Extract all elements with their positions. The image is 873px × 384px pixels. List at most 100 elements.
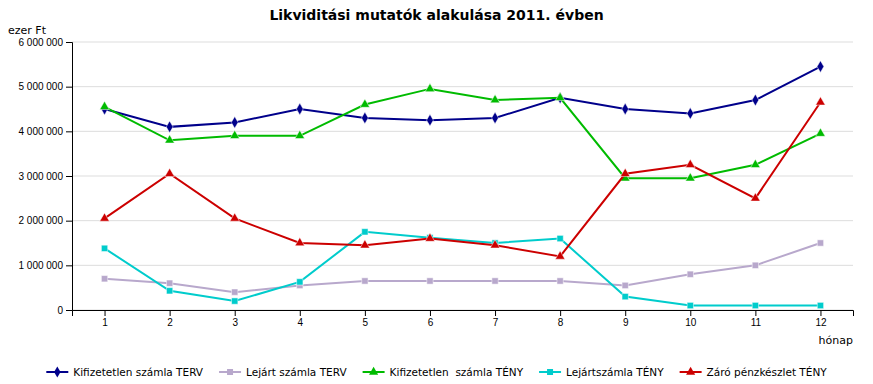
y-axis-label: ezer Ft bbox=[8, 24, 47, 37]
point bbox=[295, 130, 305, 138]
y-tick-label: 3 000 000 bbox=[19, 171, 64, 182]
x-tick-mark bbox=[625, 310, 626, 316]
x-tick-mark bbox=[495, 310, 496, 316]
point bbox=[166, 280, 172, 286]
series bbox=[100, 83, 826, 181]
x-tick-label: 4 bbox=[298, 317, 304, 328]
legend-item: Záró pénzkészlet TÉNY bbox=[680, 366, 828, 378]
y-tick: 2 000 000 bbox=[19, 215, 73, 226]
legend-swatch-marker bbox=[369, 367, 378, 375]
point bbox=[362, 229, 368, 235]
x-tick: 11 bbox=[751, 310, 762, 328]
chart: Likviditási mutatók alakulása 2011. évbe… bbox=[0, 0, 873, 384]
point bbox=[295, 237, 305, 245]
point bbox=[816, 97, 826, 105]
series-group bbox=[100, 61, 826, 309]
x-tick-mark bbox=[690, 310, 691, 316]
point bbox=[687, 302, 693, 308]
point bbox=[232, 289, 238, 295]
point bbox=[687, 271, 693, 277]
point bbox=[490, 95, 500, 103]
point bbox=[622, 103, 629, 115]
point bbox=[685, 159, 695, 167]
x-tick: 3 bbox=[232, 310, 238, 328]
x-tick-mark bbox=[560, 310, 561, 316]
y-tick: 5 000 000 bbox=[19, 81, 73, 92]
grid-line bbox=[72, 42, 853, 43]
x-tick-label: 1 bbox=[102, 317, 108, 328]
plot: 12345678910111201 000 0002 000 0003 000 … bbox=[19, 37, 854, 328]
x-axis-line bbox=[73, 311, 854, 317]
point bbox=[620, 168, 630, 176]
series-line bbox=[105, 243, 821, 292]
x-tick: 4 bbox=[298, 310, 304, 328]
x-tick: 5 bbox=[363, 310, 369, 328]
y-tick-mark bbox=[66, 221, 72, 222]
grid bbox=[72, 42, 853, 310]
series bbox=[101, 61, 824, 133]
legend-label: Kifizetetlen számla TÉNY bbox=[390, 366, 524, 378]
legend: Kifizetetlen számla TERVLejárt számla TE… bbox=[46, 366, 827, 378]
point bbox=[297, 279, 303, 285]
y-tick-mark bbox=[66, 131, 72, 132]
point bbox=[165, 168, 175, 176]
grid-line bbox=[72, 220, 853, 221]
legend-item: Kifizetetlen számla TERV bbox=[46, 366, 204, 378]
legend-label: Kifizetetlen számla TERV bbox=[73, 366, 204, 378]
x-tick: 2 bbox=[167, 310, 173, 328]
legend-label: Lejártszámla TÉNY bbox=[566, 366, 664, 378]
series-line bbox=[105, 102, 821, 256]
point bbox=[165, 135, 175, 143]
x-tick-mark bbox=[170, 310, 171, 316]
point bbox=[427, 278, 433, 284]
legend-swatch-marker bbox=[54, 366, 60, 377]
point bbox=[232, 298, 238, 304]
point bbox=[622, 293, 628, 299]
x-tick: 9 bbox=[623, 310, 629, 328]
series-line bbox=[105, 67, 821, 127]
point bbox=[752, 94, 759, 106]
point bbox=[685, 173, 695, 181]
x-tick-mark bbox=[300, 310, 301, 316]
x-tick-mark bbox=[755, 310, 756, 316]
x-tick: 6 bbox=[428, 310, 434, 328]
y-tick: 3 000 000 bbox=[19, 171, 73, 182]
point bbox=[296, 103, 303, 115]
point bbox=[231, 117, 238, 129]
title: Likviditási mutatók alakulása 2011. évbe… bbox=[269, 7, 603, 23]
x-tick: 8 bbox=[558, 310, 564, 328]
legend-swatch-marker bbox=[227, 369, 233, 375]
point bbox=[230, 130, 240, 138]
y-tick: 1 000 000 bbox=[19, 260, 73, 271]
point bbox=[687, 108, 694, 120]
x-tick-label: 2 bbox=[167, 317, 173, 328]
point bbox=[752, 262, 758, 268]
y-axis-line bbox=[66, 43, 73, 311]
x-tick: 7 bbox=[493, 310, 499, 328]
x-tick-label: 3 bbox=[232, 317, 238, 328]
point bbox=[360, 99, 370, 107]
y-tick: 0 bbox=[57, 305, 72, 316]
grid-line bbox=[72, 86, 853, 87]
grid-line bbox=[72, 176, 853, 177]
x-tick: 12 bbox=[815, 310, 827, 328]
point bbox=[362, 278, 368, 284]
point bbox=[100, 213, 110, 221]
point bbox=[361, 112, 368, 124]
y-tick-mark bbox=[66, 42, 72, 43]
point bbox=[427, 114, 434, 126]
point bbox=[101, 245, 107, 251]
x-tick-label: 6 bbox=[428, 317, 434, 328]
y-tick-mark bbox=[66, 265, 72, 266]
series-line bbox=[105, 89, 821, 178]
point bbox=[166, 121, 173, 133]
x-tick-mark bbox=[105, 310, 106, 316]
y-tick-mark bbox=[66, 176, 72, 177]
y-tick-mark bbox=[66, 310, 72, 311]
x-tick-label: 10 bbox=[685, 317, 697, 328]
point bbox=[555, 251, 565, 259]
point bbox=[557, 278, 563, 284]
point bbox=[100, 101, 110, 109]
y-tick-mark bbox=[66, 87, 72, 88]
legend-item: Kifizetetlen számla TÉNY bbox=[363, 366, 524, 378]
